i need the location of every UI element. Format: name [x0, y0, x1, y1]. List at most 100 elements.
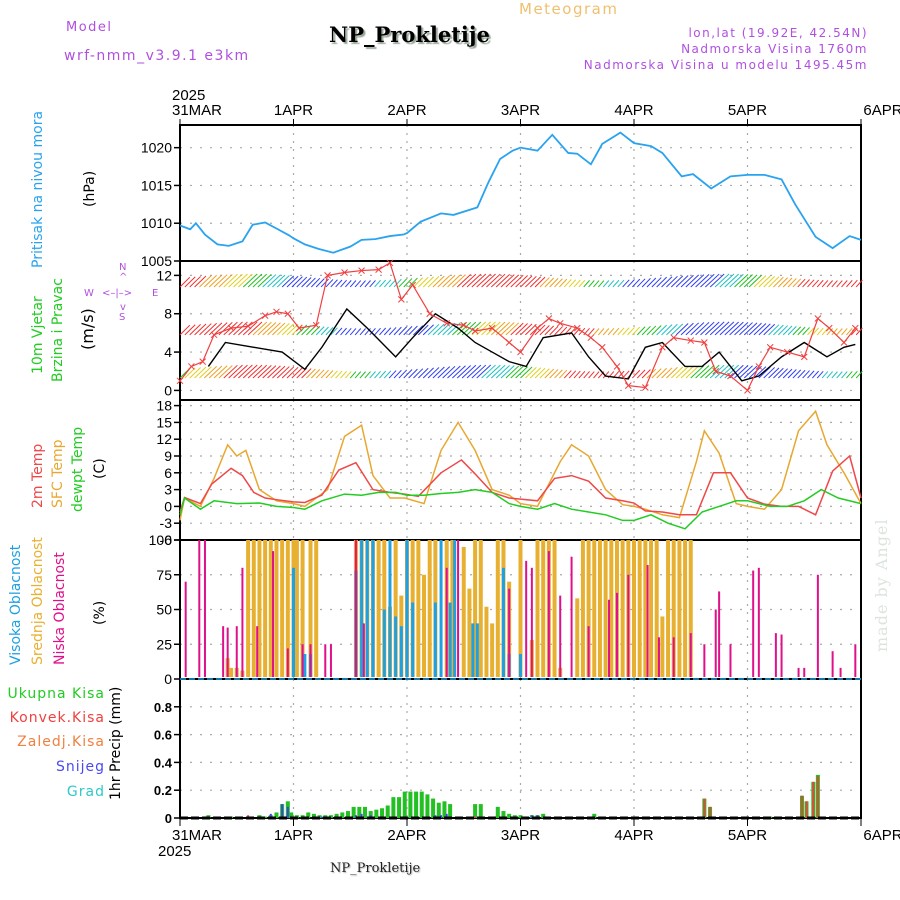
precip-bar — [800, 795, 803, 818]
wind-barb — [359, 371, 366, 379]
cloud-bar — [615, 592, 618, 677]
wind-barb — [612, 279, 620, 288]
wind-barb — [194, 366, 207, 379]
wind-gust-marker — [641, 384, 649, 391]
wind-barb — [680, 322, 694, 336]
precip-bar — [408, 791, 413, 818]
wind-barb — [349, 328, 357, 336]
cloud-bar — [816, 574, 819, 677]
cloud-bar — [301, 644, 304, 677]
wind-barb — [782, 325, 793, 336]
wind-barb — [846, 371, 853, 379]
wind-barb — [199, 275, 212, 288]
wind-barb — [816, 279, 824, 288]
wind-barb — [661, 276, 673, 288]
wind-barb — [481, 273, 496, 288]
wind-barb — [233, 321, 248, 336]
wind-barb — [593, 280, 600, 288]
cloud-bar — [797, 667, 800, 677]
wind-barb — [330, 279, 338, 288]
pressure-line — [179, 131, 862, 254]
cloud-bar — [394, 616, 398, 677]
cloud-bar — [241, 567, 244, 677]
compass-arrows: ^ — [119, 272, 128, 283]
wind-gust-marker — [545, 315, 553, 322]
cloud-bar — [382, 609, 386, 677]
cloud-bar — [467, 588, 472, 677]
y-tick-label: 75 — [156, 567, 172, 583]
wind-barb — [734, 274, 749, 288]
cloud-bar — [501, 567, 505, 677]
wind-barb — [218, 274, 233, 288]
wind-barb — [690, 365, 705, 379]
wind-barb — [695, 321, 710, 336]
wind-barb — [379, 327, 387, 336]
wind-gust-marker — [187, 363, 195, 370]
model-label: Model — [66, 20, 113, 35]
wind-barb — [753, 323, 767, 336]
wind-barb — [413, 277, 424, 288]
wind-barb — [578, 279, 586, 288]
cloud-bar — [251, 540, 256, 677]
wind-barb — [797, 326, 806, 336]
wind-barb — [724, 273, 739, 288]
precip-bar — [320, 816, 323, 818]
x-tick-label-top: 31MAR — [172, 102, 222, 119]
wind-barb — [607, 327, 615, 336]
precip-bar — [402, 791, 407, 818]
wind-barb — [500, 365, 515, 379]
cloud-bar — [646, 565, 649, 677]
cloud-bar — [627, 574, 630, 677]
precip-bar — [703, 798, 706, 818]
cloud-bar — [272, 551, 275, 677]
cloud-bar — [184, 581, 187, 677]
wind-barb — [267, 274, 281, 288]
wind-barb — [228, 321, 243, 336]
wind-barb — [588, 371, 595, 379]
wind-barb — [359, 280, 366, 288]
wind-barb — [549, 325, 559, 336]
wind-barb — [821, 280, 829, 288]
cloud-bar — [257, 540, 262, 677]
precip-bar — [442, 801, 447, 818]
wind-barb — [189, 323, 201, 336]
wind-barb — [262, 365, 277, 379]
wind-barb — [695, 365, 710, 379]
wind-barb — [310, 277, 321, 288]
wind-barb — [724, 321, 739, 336]
wind-barb — [422, 367, 434, 379]
wind-barb — [646, 325, 657, 336]
wind-gust-marker — [851, 324, 859, 332]
cloud-bar — [603, 540, 608, 677]
wind-barb — [651, 368, 662, 379]
wind-barb — [476, 273, 492, 288]
y-tick-label: 0.2 — [154, 783, 172, 798]
wind-barb — [345, 280, 352, 288]
cloud-bar — [457, 540, 460, 677]
cloud-bar — [376, 540, 381, 677]
cloud-bar — [541, 540, 546, 677]
wind-barb — [199, 323, 212, 336]
wind-gust-marker — [375, 266, 382, 273]
model-name: wrf-nmm_v3.9.1 e3km — [64, 48, 250, 64]
cloud-bar — [718, 591, 721, 677]
wind-barb — [617, 279, 625, 288]
x-tick-label-bottom: 31MAR — [172, 827, 222, 844]
wind-barb — [520, 275, 533, 288]
wind-barb — [758, 275, 771, 288]
wind-barb — [335, 279, 343, 288]
wind-barb — [432, 366, 445, 379]
wind-barb — [675, 275, 689, 288]
x-tick-label-bottom: 1APR — [274, 827, 313, 844]
wind-barb — [349, 371, 357, 379]
wind-barb — [471, 321, 487, 336]
wind-barb — [262, 322, 277, 336]
wind-barb — [705, 364, 720, 379]
wind-barb — [651, 277, 662, 288]
cloud-bar — [226, 627, 229, 677]
wind-barb — [573, 370, 581, 379]
wind-barb — [568, 370, 577, 379]
precip-bar — [805, 801, 808, 818]
legend-total-rain: Ukupna Kisa — [7, 686, 105, 702]
wind-barb — [456, 365, 472, 379]
